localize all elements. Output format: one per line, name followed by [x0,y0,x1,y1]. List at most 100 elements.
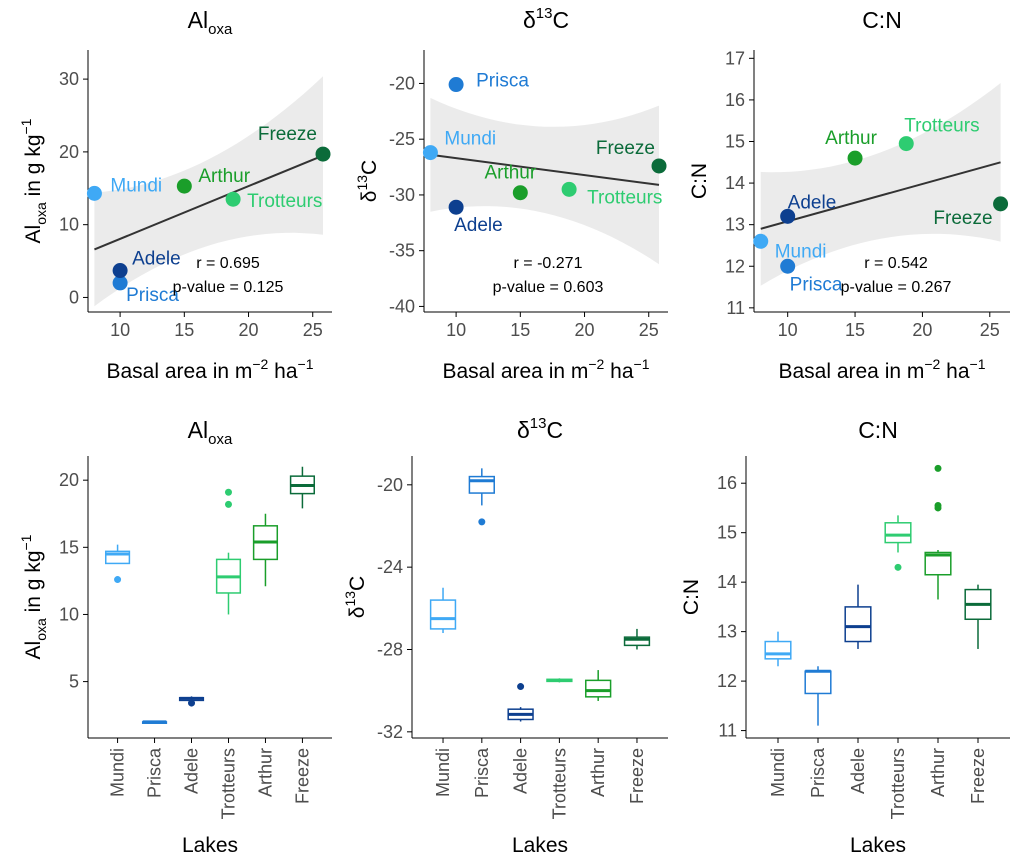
x-tick-label: Prisca [145,747,165,798]
box-panel-1: 5 10 15 20 Mundi Prisca Adele Trotteurs Arthur Fr… [18,417,332,857]
x-tick-label: Trotteurs [888,748,908,819]
y-tick-label: -32 [377,722,403,742]
box-body [623,636,651,647]
x-tick-label: 25 [303,320,323,340]
point-prisca [112,275,128,291]
box-body [884,522,912,544]
point-freeze [651,158,667,174]
regression-line [94,154,324,251]
x-tick-label: 25 [980,320,1000,340]
point-label-arthur: Arthur [825,128,877,149]
y-tick-label: 13 [725,215,745,235]
box-mundi [429,587,457,634]
x-tick-label: Adele [848,748,868,794]
x-tick-label: Prisca [472,747,492,798]
x-tick-label: 15 [510,320,530,340]
y-tick-label: 16 [725,90,745,110]
y-tick-label: -30 [389,185,415,205]
point-freeze [315,146,331,162]
x-axis-title: Lakes [182,834,238,857]
x-tick-label: Adele [182,748,202,794]
y-tick-label: -28 [377,639,403,659]
outlier-point [934,501,942,509]
scatter-panel-1: 10 15 20 25 0 10 20 30 Mundi Prisca Adele Trotteurs… [18,7,332,383]
point-prisca [780,258,796,274]
x-tick-label: Arthur [255,748,275,797]
box-arthur [252,513,279,587]
panel-title: C:N [858,417,898,443]
box-body [764,640,792,660]
y-axis-title: δ13C [354,160,381,202]
box-adele [507,683,534,722]
x-tick-label: Arthur [928,748,948,797]
point-label-mundi: Mundi [110,175,162,196]
x-axis-title: Basal area in m−2 ha−1 [442,356,649,383]
x-tick-label: Freeze [292,748,312,804]
box-panel-2: -20 -24 -28 -32 Mundi Prisca Adele Trotteurs Art… [342,415,668,857]
point-label-trotteurs: Trotteurs [247,191,322,212]
box-freeze [964,584,992,649]
y-tick-label: 30 [59,69,79,89]
x-tick-label: 20 [912,320,932,340]
point-arthur [176,178,192,194]
point-label-arthur: Arthur [484,163,536,184]
x-tick-label: Trotteurs [549,748,569,819]
y-tick-label: 0 [69,287,79,307]
point-arthur [512,185,528,201]
x-axis-title: Lakes [512,834,568,857]
point-label-adele: Adele [788,192,837,213]
point-mundi [86,185,102,201]
x-tick-label: Trotteurs [218,748,238,819]
y-tick-label: -35 [389,241,415,261]
p-value: p-value = 0.267 [841,279,952,296]
point-label-freeze: Freeze [933,208,992,229]
y-tick-label: 16 [717,473,737,493]
point-freeze [993,196,1009,212]
y-tick-label: 20 [59,142,79,162]
y-tick-label: 5 [69,672,79,692]
point-label-freeze: Freeze [258,124,317,145]
x-axis-title: Basal area in m−2 ha−1 [778,356,985,383]
x-tick-label: 15 [174,320,194,340]
y-tick-label: 10 [59,215,79,235]
point-label-mundi: Mundi [444,129,496,150]
y-tick-label: -20 [377,475,403,495]
y-tick-label: 15 [717,523,737,543]
outlier-point [224,500,232,508]
box-trotteurs [546,678,573,683]
box-mundi [104,544,131,584]
x-tick-label: Mundi [108,748,128,797]
y-tick-label: 17 [725,48,745,68]
point-label-trotteurs: Trotteurs [587,187,662,208]
point-mundi [753,233,769,249]
y-axis-title: Aloxa in g kg−1 [18,118,49,243]
x-tick-label: Mundi [433,748,453,797]
outlier-point [114,576,122,584]
y-axis-title: δ13C [342,576,369,618]
x-tick-label: Freeze [968,748,988,804]
point-prisca [448,77,464,93]
y-tick-label: 12 [725,256,745,276]
y-tick-label: 10 [59,604,79,624]
box-freeze [623,628,651,650]
point-adele [780,208,796,224]
box-body [844,606,872,643]
point-mundi [422,145,438,161]
box-body [804,670,832,695]
panel-title: Aloxa [188,7,233,38]
point-label-prisca: Prisca [476,71,529,92]
point-label-trotteurs: Trotteurs [904,116,979,137]
x-tick-label: 20 [239,320,259,340]
box-mundi [764,631,792,667]
box-body [924,551,952,576]
y-tick-label: 13 [717,622,737,642]
regression-line [430,153,660,186]
box-freeze [289,466,316,509]
x-tick-label: 20 [575,320,595,340]
box-prisca [141,720,168,724]
y-tick-label: 15 [725,131,745,151]
y-tick-label: 11 [718,721,737,741]
p-value: p-value = 0.603 [493,279,604,296]
